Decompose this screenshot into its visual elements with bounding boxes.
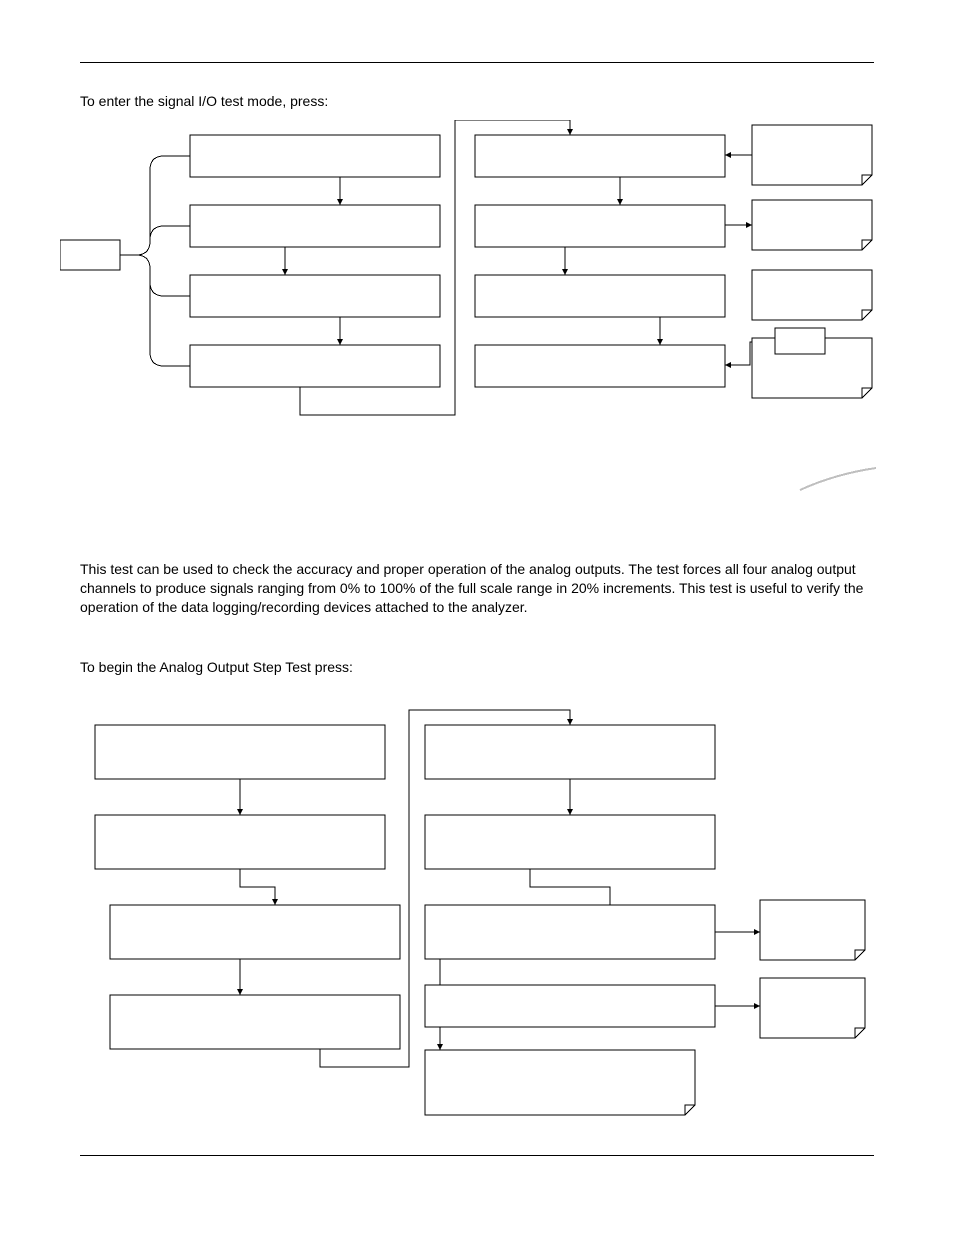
figure-signal-io-flowchart bbox=[60, 120, 890, 480]
scan-artifact bbox=[790, 466, 880, 496]
paragraph-analog-output-description: This test can be used to check the accur… bbox=[80, 560, 880, 617]
paragraph-analog-output-begin: To begin the Analog Output Step Test pre… bbox=[80, 658, 353, 677]
paragraph-intro-signal-io: To enter the signal I/O test mode, press… bbox=[80, 92, 328, 111]
page-top-rule bbox=[80, 62, 874, 63]
figure-analog-output-step-flowchart bbox=[80, 695, 870, 1125]
page-bottom-rule bbox=[80, 1155, 874, 1156]
